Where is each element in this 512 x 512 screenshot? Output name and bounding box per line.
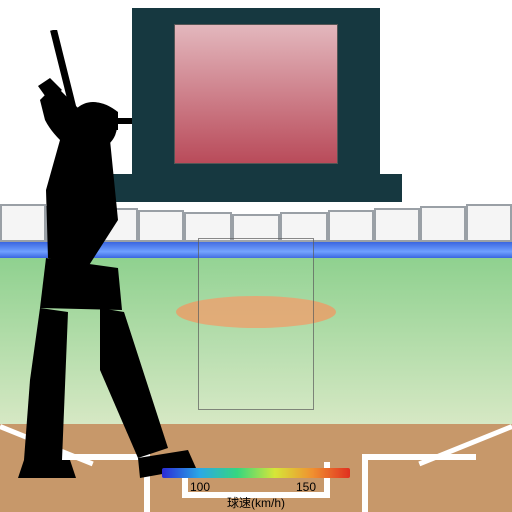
batters-box-right-side xyxy=(362,454,368,512)
stand-right-2 xyxy=(420,206,466,242)
stand-right-1 xyxy=(466,204,512,242)
batter-silhouette xyxy=(0,30,250,500)
speed-legend: 100 150 球速(km/h) xyxy=(150,468,362,508)
speed-tick-150: 150 xyxy=(296,480,316,494)
speed-colorbar xyxy=(162,468,350,478)
speed-axis-label: 球速(km/h) xyxy=(150,494,362,511)
batters-box-right-top xyxy=(362,454,476,460)
stand-right-3 xyxy=(374,208,420,242)
stand-right-4 xyxy=(328,210,374,242)
pitch-chart-stage: 100 150 球速(km/h) xyxy=(0,0,512,512)
speed-tick-100: 100 xyxy=(190,480,210,494)
